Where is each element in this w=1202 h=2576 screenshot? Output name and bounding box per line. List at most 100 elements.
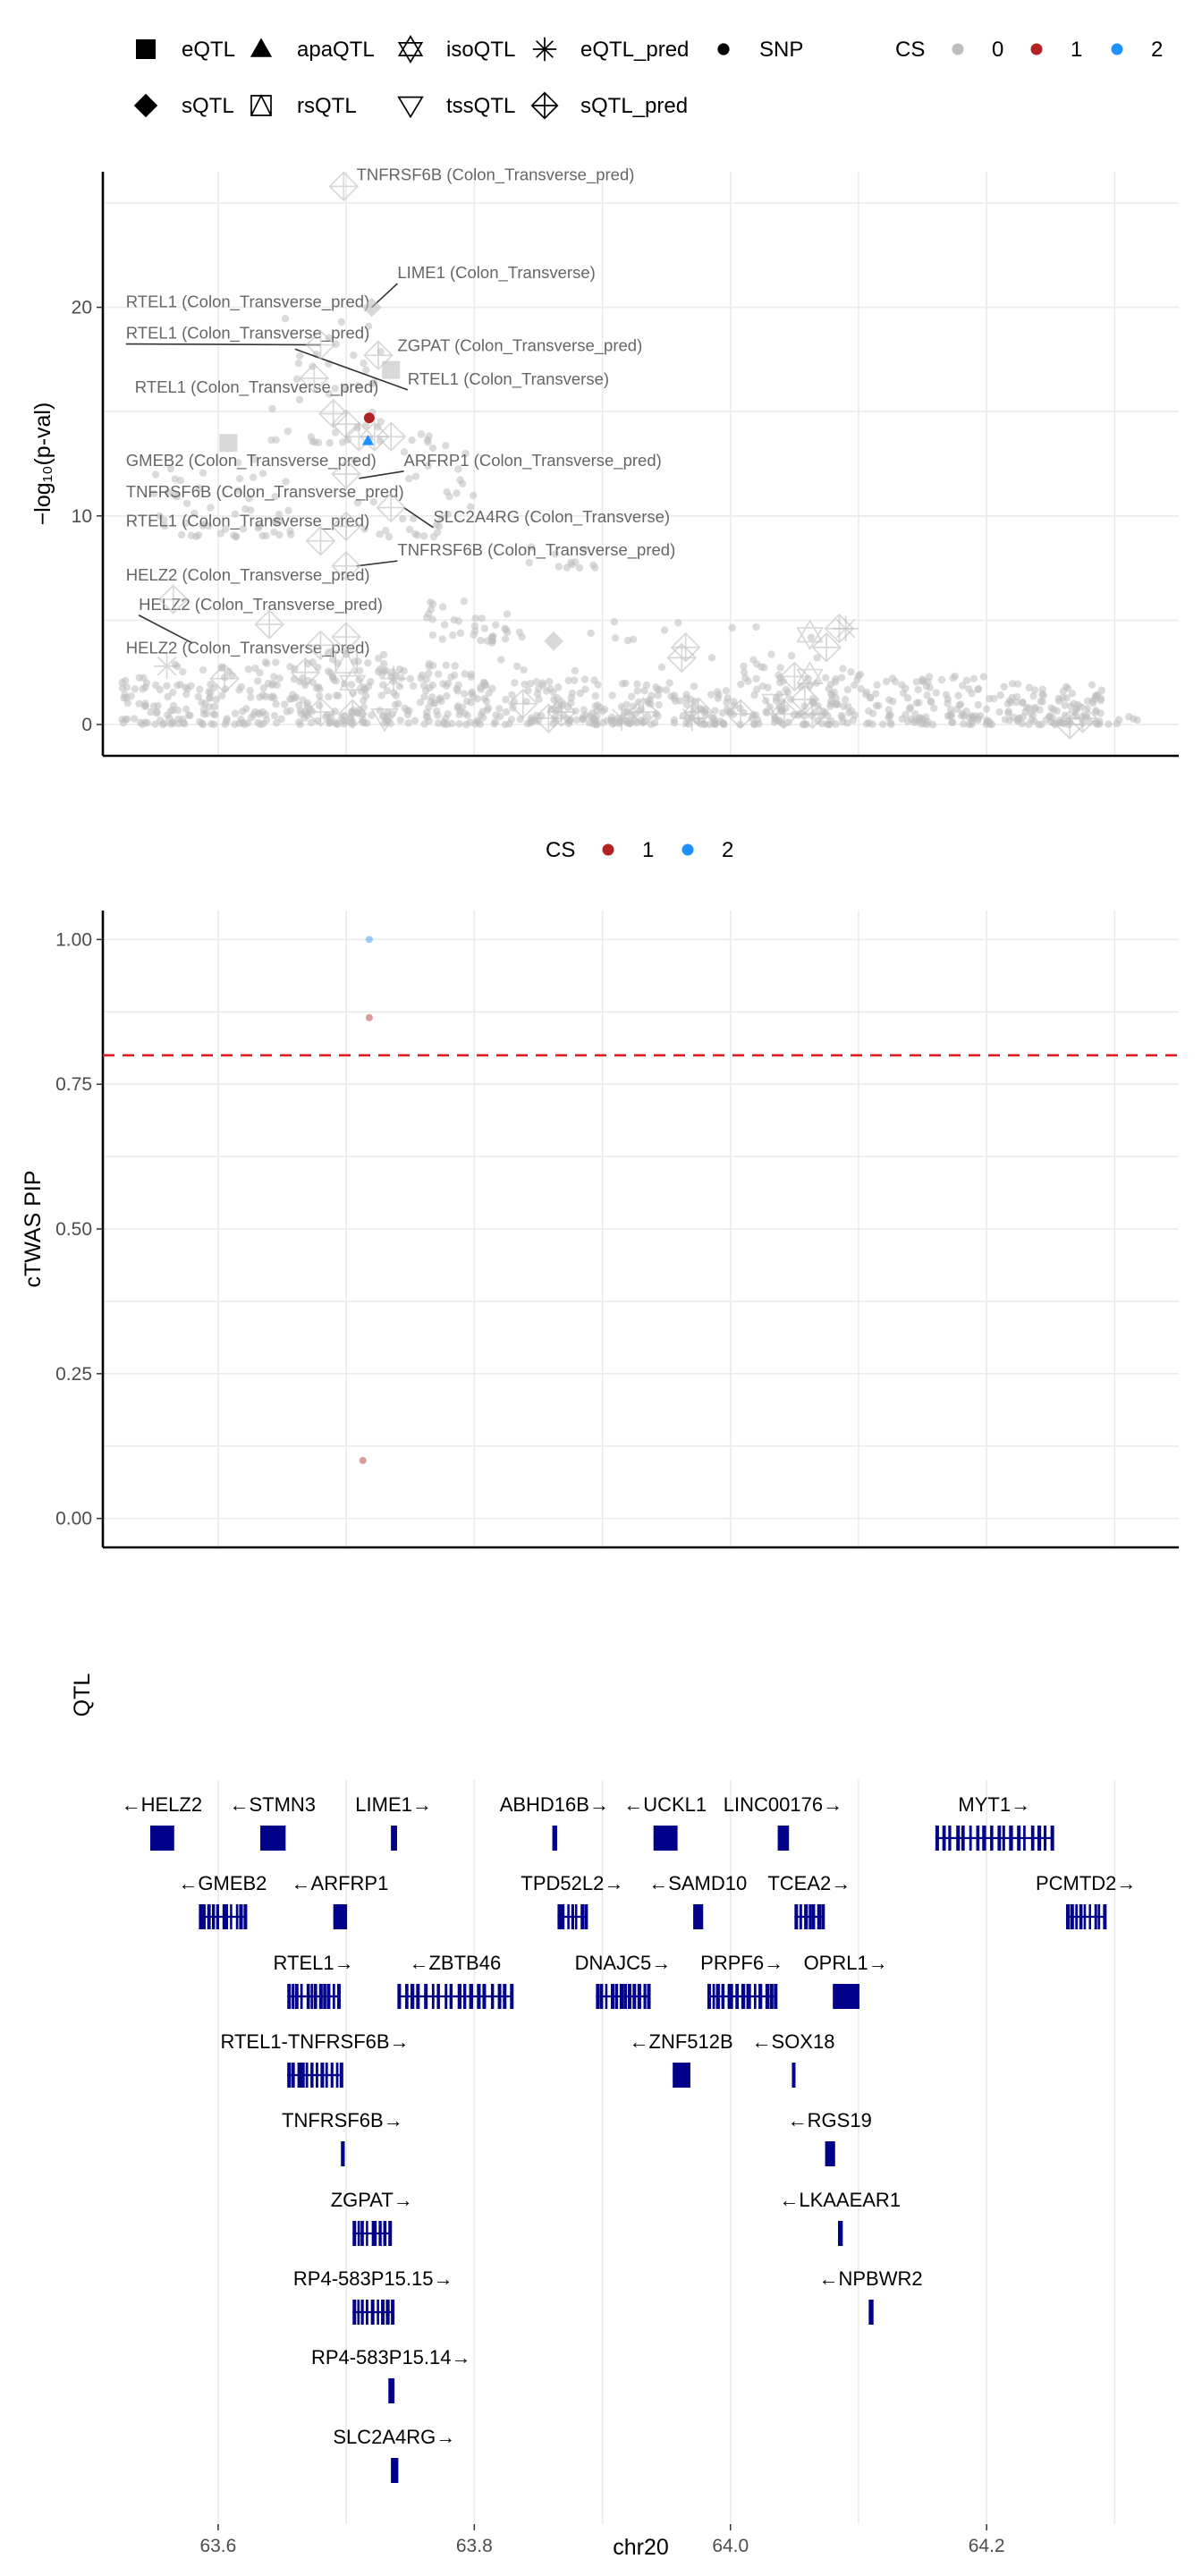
snp-point (314, 682, 323, 691)
snp-point (444, 510, 452, 519)
gene-exon (1037, 1826, 1042, 1851)
snp-point (284, 506, 292, 515)
snp-point (140, 674, 148, 682)
gene-exon-block (777, 1826, 789, 1851)
qtl-point-crossed-diamond-mark (507, 688, 538, 719)
annotation-label-15: HELZ2 (Colon_Transverse_pred) (126, 639, 370, 658)
gene-linc00176: LINC00176→ (724, 1793, 842, 1851)
snp-point (325, 692, 333, 701)
qtl-point-crossed-diamond (305, 329, 336, 360)
snp-point (130, 715, 139, 723)
gene-tpd52l2: TPD52L2→ (521, 1872, 623, 1929)
snp-point (316, 701, 324, 709)
snp-point (871, 690, 880, 698)
snp-point (152, 681, 160, 690)
gene-prpf6: PRPF6→ (700, 1952, 783, 2009)
snp-point (1030, 705, 1039, 713)
gene-x-tick-label-1: 63.8 (456, 2536, 493, 2556)
snp-point (423, 708, 431, 716)
snp-point (420, 532, 428, 540)
snp-point (655, 700, 663, 709)
gene-label: TPD52L2→ (521, 1872, 623, 1894)
gene-exon (758, 1984, 763, 2009)
legend-label-5: sQTL (182, 94, 234, 118)
snp-point (332, 691, 341, 699)
snp-point (590, 676, 598, 684)
ctwas-pip-panel: 0.00 0.25 0.50 0.75 1.00 cTWAS PIP (21, 911, 1179, 1549)
annotation-label-5: RTEL1 (Colon_Transverse) (408, 369, 609, 389)
gene-label: DNAJC5→ (575, 1952, 672, 1974)
snp-point (182, 705, 190, 714)
qtl-point-crossed-diamond (533, 703, 564, 733)
pip-point (365, 1013, 373, 1021)
qtl-point-crossed-diamond (157, 584, 189, 614)
snp-point (445, 492, 453, 501)
snp-point (923, 720, 931, 729)
snp-point (379, 650, 388, 659)
snp-point (249, 473, 258, 481)
legend-label-7: tssQTL (446, 94, 515, 118)
snp-point (856, 670, 865, 679)
snp-point (990, 694, 998, 703)
gene-exon (431, 1984, 435, 2009)
snp-point (428, 662, 437, 670)
snp-point (667, 692, 675, 700)
gene-exon (614, 1984, 619, 2009)
snp-point (341, 385, 350, 393)
x-axis-title: chr20 (613, 2535, 669, 2560)
snp-point (405, 525, 414, 534)
snp-point (120, 694, 128, 702)
qtl-point-crossed-diamond-mark (299, 363, 330, 394)
gene-exon (817, 1904, 822, 1929)
gene-exon (627, 1984, 632, 2009)
snp-point (231, 510, 240, 518)
snp-point (437, 697, 445, 706)
gene-exon (207, 1904, 211, 1929)
annotation-leader-14 (138, 614, 193, 644)
annotation-leader-10 (403, 506, 434, 529)
qtl-point-crossed-diamond-mark (628, 697, 659, 727)
gene-exon-block (391, 1826, 396, 1851)
snp-point (642, 681, 651, 690)
snp-point (1092, 708, 1100, 716)
snp-point (470, 627, 479, 635)
snp-point (283, 708, 292, 716)
snp-point (196, 685, 204, 693)
snp-point (404, 719, 412, 727)
gene-exon (378, 2221, 382, 2246)
snp-point (179, 716, 187, 724)
gene-exon (366, 2221, 368, 2246)
snp-point (209, 710, 218, 718)
snp-point (526, 679, 535, 688)
snp-point (986, 720, 995, 728)
snp-point (296, 720, 304, 729)
gene-exon (741, 1984, 746, 2009)
snp-point (654, 685, 662, 694)
gene-exon (360, 2221, 364, 2246)
gene-exon (735, 1984, 740, 2009)
snp-point (740, 668, 749, 676)
pip-point (359, 1456, 367, 1464)
snp-point (1030, 686, 1039, 694)
snp-point (690, 682, 698, 691)
snp-point (995, 708, 1003, 716)
snp-point (127, 691, 135, 700)
snp-point (411, 716, 419, 724)
snp-point (235, 474, 244, 483)
snp-point (640, 687, 648, 695)
gene-exon (637, 1984, 641, 2009)
pip-legend-label-0: 1 (642, 838, 654, 862)
qtl-point-crossed-diamond (331, 511, 361, 542)
snp-point (709, 714, 718, 723)
snp-point (467, 690, 476, 698)
gene-exon (560, 1904, 565, 1929)
snp-point (503, 628, 512, 637)
gene-exon (243, 1904, 248, 1929)
snp-point (425, 432, 433, 440)
snp-point (360, 525, 368, 533)
gene-exon (956, 1826, 961, 1851)
snp-point (674, 619, 682, 627)
snp-point (779, 677, 787, 685)
snp-point (191, 532, 200, 541)
snp-point (434, 670, 443, 678)
